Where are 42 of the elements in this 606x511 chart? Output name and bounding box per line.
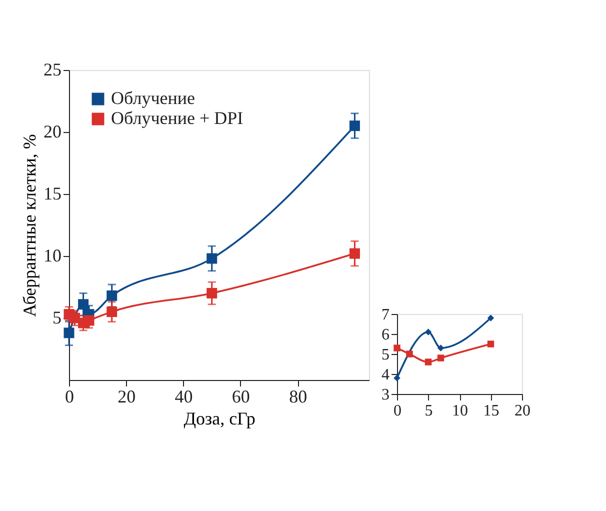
y-tick-label: 3 xyxy=(382,386,390,404)
point xyxy=(349,248,360,259)
y-axis-title: Аберрантные клетки, % xyxy=(20,134,40,317)
legend-label: Облучение xyxy=(111,88,195,108)
y-tick-label: 5 xyxy=(382,346,390,364)
x-tick-label: 20 xyxy=(514,402,530,420)
point xyxy=(106,306,118,318)
point xyxy=(349,120,360,132)
y-tick-label: 10 xyxy=(44,246,62,266)
x-tick-label: 40 xyxy=(174,386,193,406)
point xyxy=(78,299,89,310)
point xyxy=(424,328,432,336)
x-tick-label: 0 xyxy=(65,386,74,406)
point xyxy=(424,358,432,366)
x-tick-label: 10 xyxy=(452,402,468,420)
point xyxy=(437,354,444,362)
y-tick-label: 5 xyxy=(52,308,62,328)
point xyxy=(487,340,494,348)
legend-label: Облучение + DPI xyxy=(111,108,244,128)
x-tick-label: 5 xyxy=(424,402,433,420)
y-tick-label: 7 xyxy=(382,306,390,324)
y-tick-label: 4 xyxy=(382,366,390,384)
point xyxy=(394,374,400,382)
point xyxy=(64,328,74,338)
x-tick-label: 15 xyxy=(483,402,500,420)
point xyxy=(84,315,94,326)
x-axis-title: Доза, сГр xyxy=(184,408,256,428)
y-tick-label: 20 xyxy=(44,122,62,142)
x-tick-label: 60 xyxy=(232,386,250,406)
point xyxy=(437,344,444,352)
point xyxy=(206,288,218,298)
y-tick-label: 6 xyxy=(382,326,390,344)
y-tick-label: 25 xyxy=(44,60,62,80)
point xyxy=(406,350,413,358)
point xyxy=(206,253,218,264)
point xyxy=(487,314,494,322)
x-tick-label: 20 xyxy=(118,386,136,406)
point xyxy=(394,344,400,352)
y-tick-label: 15 xyxy=(44,184,62,204)
x-tick-label: 0 xyxy=(394,402,402,420)
x-tick-label: 80 xyxy=(289,386,308,406)
point xyxy=(106,290,118,301)
